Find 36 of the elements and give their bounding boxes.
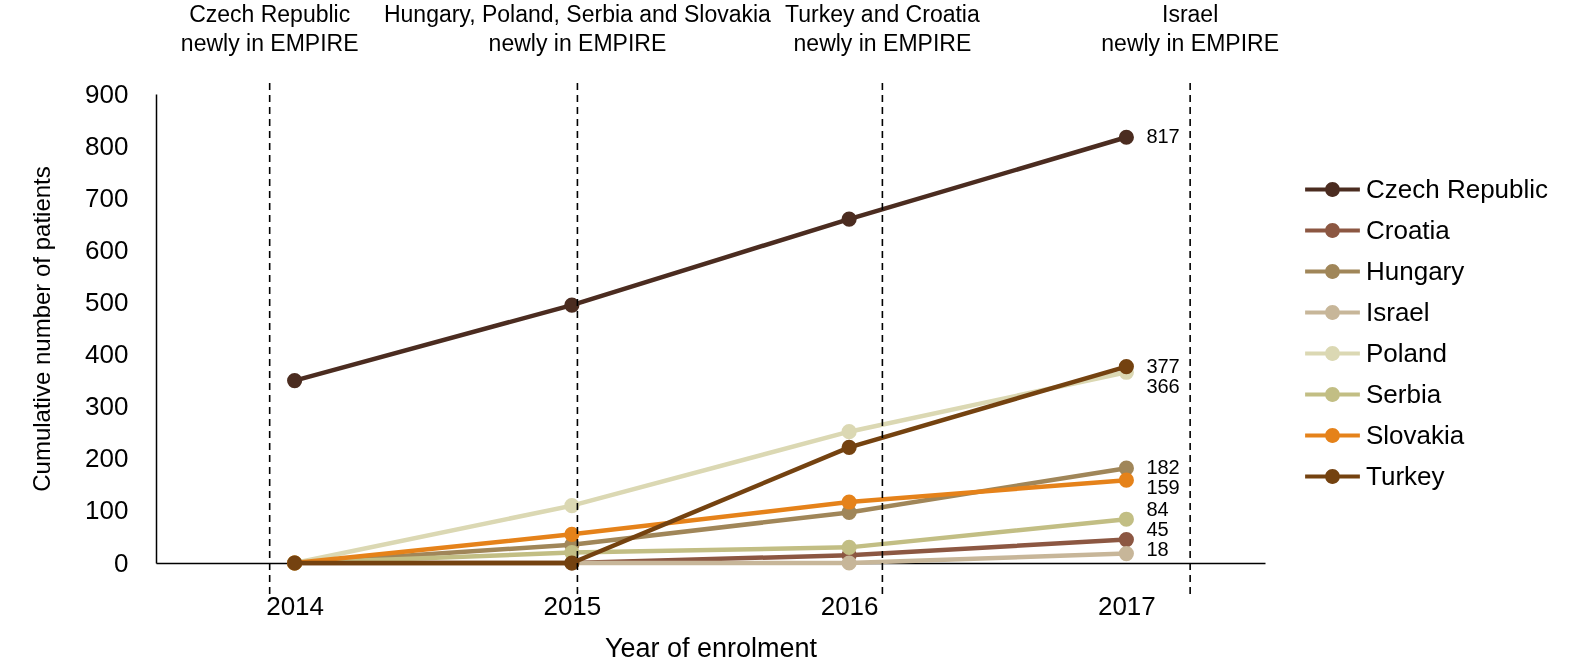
- ref-line-label: Hungary, Poland, Serbia and Slovakia newly in EMPIRE: [383, 1, 772, 56]
- y-tick-label: 300: [85, 391, 129, 422]
- legend-label: Czech Republic: [1366, 173, 1549, 204]
- legend-label: Turkey: [1366, 460, 1445, 491]
- data-label: 817: [1146, 125, 1180, 148]
- x-tick-label: 2017: [1097, 590, 1156, 621]
- legend-label: Slovakia: [1366, 419, 1465, 450]
- y-tick-label: 200: [85, 443, 129, 474]
- data-label: 18: [1146, 538, 1169, 560]
- y-tick-label: 700: [85, 182, 129, 213]
- legend-label: Poland: [1366, 337, 1447, 368]
- legend-label: Israel: [1366, 296, 1430, 327]
- x-tick-label: 2015: [543, 590, 602, 621]
- legend-label: Hungary: [1366, 255, 1465, 286]
- legend-label: Croatia: [1366, 214, 1451, 245]
- ref-line-label: Israel newly in EMPIRE: [1101, 1, 1279, 56]
- y-tick-label: 500: [85, 286, 129, 317]
- data-label: 45: [1146, 518, 1169, 540]
- y-tick-label: 900: [85, 78, 129, 109]
- y-tick-label: 800: [85, 130, 129, 161]
- data-label: 182: [1146, 456, 1180, 479]
- x-tick-label: 2014: [266, 590, 325, 621]
- y-tick-label: 400: [85, 339, 129, 370]
- y-axis-title: Cumulative number of patients: [28, 166, 56, 492]
- y-tick-label: 100: [85, 495, 129, 526]
- legend-label: Serbia: [1366, 378, 1442, 409]
- ref-line-label: Czech Republic newly in EMPIRE: [180, 1, 359, 56]
- data-label: 84: [1146, 498, 1169, 520]
- x-tick-label: 2016: [820, 590, 879, 621]
- data-label: 377: [1146, 354, 1180, 377]
- data-label: 159: [1146, 476, 1180, 499]
- x-axis-title: Year of enrolment: [604, 632, 818, 663]
- y-tick-label: 600: [85, 234, 129, 265]
- y-tick-label: 0: [114, 547, 129, 578]
- data-label: 366: [1146, 374, 1180, 397]
- ref-line-label: Turkey and Croatia newly in EMPIRE: [785, 1, 980, 56]
